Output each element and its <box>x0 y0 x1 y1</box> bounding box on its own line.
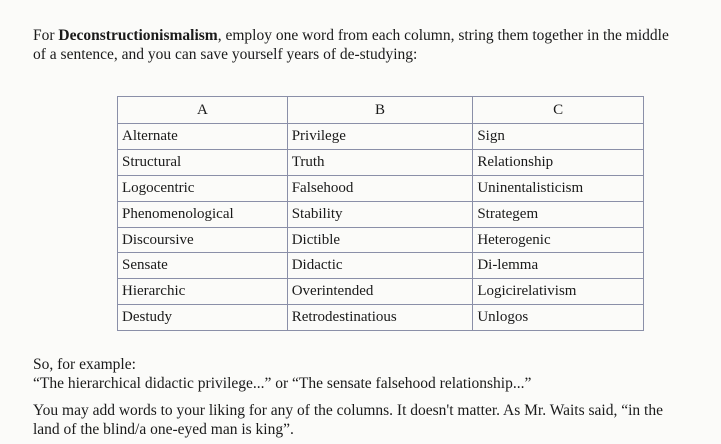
table-cell: Alternate <box>117 123 288 150</box>
example-paragraph: So, for example: “The hierarchical didac… <box>33 355 531 393</box>
table-cell: Relationship <box>472 148 644 176</box>
table-row: Sensate Didactic Di-lemma <box>117 252 644 280</box>
term-bold: Deconstructionismalism <box>58 27 218 44</box>
example-line1: So, for example: <box>33 356 136 373</box>
table-cell: Structural <box>117 148 288 176</box>
closing-paragraph: You may add words to your liking for any… <box>33 401 663 439</box>
table-cell: Didactic <box>286 252 474 280</box>
table-cell: Logocentric <box>117 174 288 202</box>
column-header: C <box>472 96 644 124</box>
table-row: Hierarchic Overintended Logicirelativism <box>117 278 644 306</box>
table-cell: Stability <box>286 200 474 228</box>
table-cell: Unlogos <box>472 304 644 332</box>
table-cell: Dictible <box>286 226 474 254</box>
table-cell: Sign <box>472 123 644 150</box>
table-cell: Destudy <box>117 304 288 332</box>
intro-line2: of a sentence, and you can save yourself… <box>33 46 418 63</box>
table-row: Structural Truth Relationship <box>117 148 644 176</box>
table-row: Alternate Privilege Sign <box>117 123 644 150</box>
table-cell: Privilege <box>286 123 474 150</box>
table-cell: Di-lemma <box>472 252 644 280</box>
table-cell: Retrodestinatious <box>286 304 474 332</box>
column-header: B <box>286 96 474 124</box>
intro-line1: , employ one word from each column, stri… <box>217 27 669 44</box>
table-cell: Logicirelativism <box>472 278 644 306</box>
table-cell: Heterogenic <box>472 226 644 254</box>
table-cell: Strategem <box>472 200 644 228</box>
table-cell: Hierarchic <box>117 278 288 306</box>
example-line2: “The hierarchical didactic privilege...”… <box>33 375 532 392</box>
table-row: Destudy Retrodestinatious Unlogos <box>117 304 644 332</box>
table-cell: Phenomenological <box>117 200 288 228</box>
closing-line2: land of the blind/a one-eyed man is king… <box>33 421 294 438</box>
table-cell: Falsehood <box>286 174 474 202</box>
table-cell: Discoursive <box>117 226 288 254</box>
table-cell: Sensate <box>117 252 288 280</box>
intro-prefix: For <box>33 27 59 44</box>
closing-line1: You may add words to your liking for any… <box>33 402 663 419</box>
table-row: Discoursive Dictible Heterogenic <box>117 226 644 254</box>
column-header: A <box>117 96 288 124</box>
table-cell: Uninentalisticism <box>472 174 644 202</box>
intro-paragraph: For Deconstructionismalism, employ one w… <box>33 26 669 64</box>
table-row: Phenomenological Stability Strategem <box>117 200 644 228</box>
table-cell: Overintended <box>286 278 474 306</box>
table-row: Logocentric Falsehood Uninentalisticism <box>117 174 644 202</box>
table-cell: Truth <box>286 148 474 176</box>
